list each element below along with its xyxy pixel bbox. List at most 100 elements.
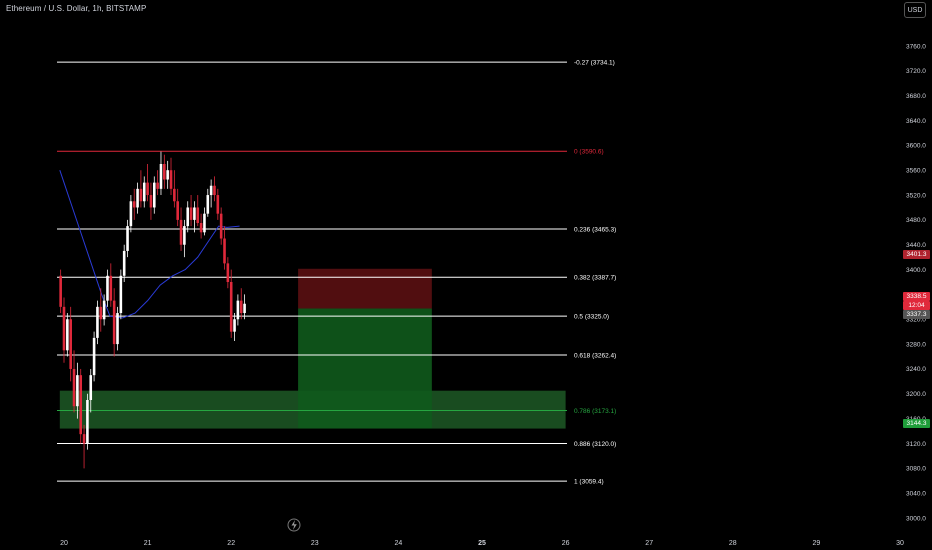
date-tick-label: 27 [645, 540, 653, 547]
fib-label: 0.786 (3173.1) [574, 408, 616, 415]
price-tick-label: 3400.0 [906, 267, 926, 274]
currency-button[interactable]: USD [904, 2, 926, 18]
candle [99, 288, 103, 332]
fib-label: 0.236 (3465.3) [574, 227, 616, 234]
candle [79, 368, 83, 444]
candle [213, 176, 216, 202]
price-tick-label: 3240.0 [906, 366, 926, 373]
candle [236, 294, 240, 326]
candle [216, 188, 220, 220]
price-tick-label: 3040.0 [906, 490, 926, 497]
candle [129, 195, 133, 233]
candle [152, 176, 156, 214]
stop-loss-zone[interactable] [298, 268, 432, 309]
price-tick-label: 3440.0 [906, 242, 926, 249]
candle [109, 263, 113, 307]
date-tick-label: 28 [729, 540, 737, 547]
candle [86, 393, 89, 450]
price-tick-label: 3320.0 [906, 317, 926, 324]
symbol-title: Ethereum / U.S. Dollar, 1h, BITSTAMP [6, 4, 147, 13]
candle [199, 213, 203, 239]
candle [119, 269, 123, 320]
fib-retracement[interactable]: -0.27 (3734.1) 0 (3590.6) 0.236 (3465.3) 0.… [57, 60, 616, 486]
date-tick-label: 23 [311, 540, 319, 547]
candle [82, 424, 86, 469]
candle [72, 350, 76, 413]
date-tick-label: 21 [144, 540, 152, 547]
candle [193, 201, 196, 233]
candle [183, 219, 186, 258]
candle [196, 195, 200, 227]
fib-label: 0.618 (3262.4) [574, 353, 616, 360]
date-tick-label: 24 [395, 540, 403, 547]
candle [149, 182, 153, 220]
candle [226, 257, 230, 289]
date-tick-label: 30 [896, 540, 904, 547]
price-axis[interactable]: 3760.0 3720.0 3680.0 3640.0 3600.0 3560.0 3520… [906, 43, 926, 522]
entry-price-tag: 3337.3 [903, 310, 930, 319]
candle [89, 368, 93, 413]
candle [223, 226, 226, 270]
target-price-tag: 3144.3 [903, 419, 930, 428]
candle [126, 219, 129, 258]
price-tick-label: 3720.0 [906, 68, 926, 75]
candle [69, 306, 72, 382]
candle [176, 188, 179, 227]
date-tick-label: 25 [478, 540, 486, 547]
countdown-tag: 12:04 [903, 301, 930, 310]
candle [136, 182, 139, 214]
price-tick-label: 3640.0 [906, 118, 926, 125]
candle [106, 269, 109, 307]
candle [76, 362, 79, 419]
candle [219, 207, 223, 245]
candle [243, 294, 246, 320]
candle [62, 297, 66, 363]
candle [189, 195, 193, 227]
take-profit-zone[interactable] [298, 308, 432, 429]
fib-label: 0 (3590.6) [574, 149, 604, 156]
price-tick-label: 3520.0 [906, 192, 926, 199]
candle [139, 170, 143, 208]
candle [229, 269, 233, 338]
zones-layer [59, 268, 566, 429]
candle [179, 207, 183, 251]
stop-price-tag: 3401.3 [903, 250, 930, 259]
price-tick-label: 3560.0 [906, 168, 926, 175]
date-tick-label: 20 [60, 540, 68, 547]
price-tick-label: 3680.0 [906, 93, 926, 100]
candle [146, 164, 149, 202]
candle [239, 288, 243, 320]
candle [132, 188, 136, 220]
candle [122, 244, 126, 282]
candle [156, 170, 159, 196]
candle [203, 207, 206, 236]
candle [102, 294, 106, 326]
candle [59, 269, 62, 314]
candle [96, 300, 99, 345]
candle [166, 160, 169, 189]
fib-label: 0.382 (3387.7) [574, 275, 616, 282]
fib-label: 0.5 (3325.0) [574, 314, 609, 321]
time-axis[interactable]: 20 21 22 23 24 25 26 27 28 29 30 [60, 540, 904, 547]
lightning-icon[interactable] [287, 518, 301, 532]
candle [142, 176, 146, 208]
candle [173, 170, 176, 208]
moving-average-layer [59, 170, 240, 319]
current-price-tag: 3338.5 [903, 292, 930, 301]
price-tick-label: 3200.0 [906, 391, 926, 398]
date-tick-label: 26 [562, 540, 570, 547]
price-tick-label: 3280.0 [906, 341, 926, 348]
fib-label: -0.27 (3734.1) [574, 60, 615, 67]
date-tick-label: 22 [227, 540, 235, 547]
fib-label: 1 (3059.4) [574, 479, 604, 486]
candle [159, 151, 163, 196]
candle [209, 179, 213, 208]
date-tick-label: 29 [813, 540, 821, 547]
price-tick-label: 3760.0 [906, 43, 926, 50]
price-tick-label: 3600.0 [906, 143, 926, 150]
candle [163, 154, 166, 189]
moving-average-line [59, 170, 240, 319]
candle [186, 201, 190, 233]
candle [206, 188, 210, 217]
